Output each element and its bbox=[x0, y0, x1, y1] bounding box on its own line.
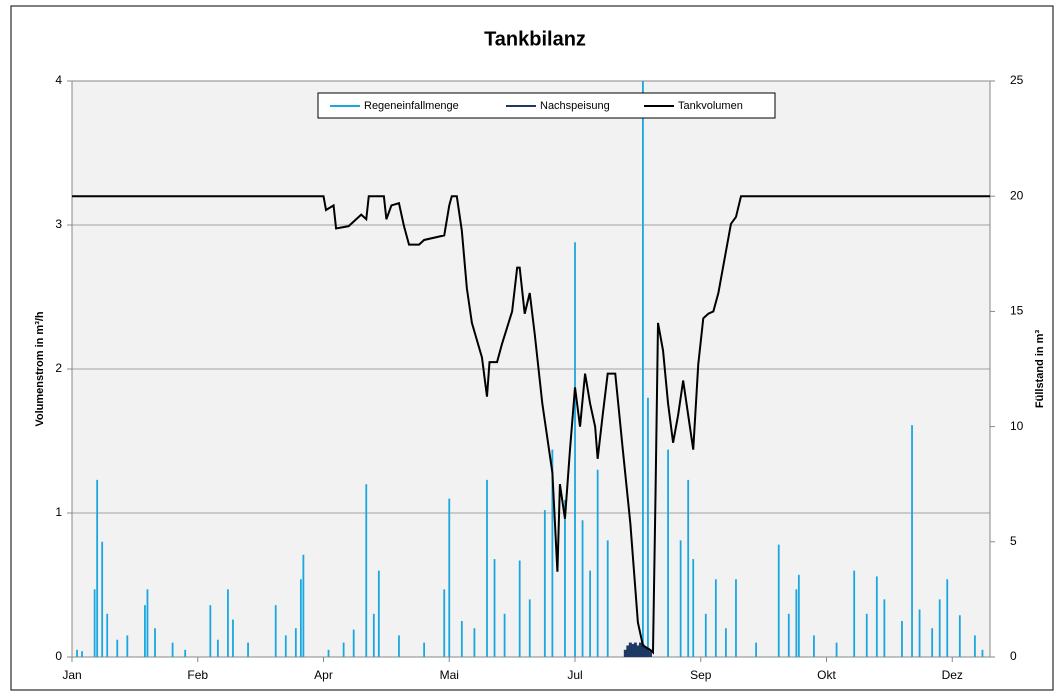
legend-label: Nachspeisung bbox=[540, 100, 610, 112]
y2-tick-label: 15 bbox=[1010, 304, 1024, 318]
y2-tick-label: 5 bbox=[1010, 534, 1017, 548]
y-tick-label: 0 bbox=[55, 649, 62, 663]
y-axis-title: Volumenstrom in m³/h bbox=[34, 311, 46, 427]
legend-label: Tankvolumen bbox=[678, 100, 743, 112]
series-line bbox=[72, 195, 990, 655]
y2-tick-label: 10 bbox=[1010, 419, 1024, 433]
y-tick-label: 2 bbox=[55, 361, 62, 375]
y2-axis-title: Füllstand in m³ bbox=[1034, 330, 1046, 409]
x-tick-label: Mai bbox=[440, 668, 459, 682]
x-tick-label: Jul bbox=[567, 668, 582, 682]
y2-tick-label: 25 bbox=[1010, 73, 1024, 87]
y-tick-label: 1 bbox=[55, 505, 62, 519]
x-tick-label: Apr bbox=[314, 668, 333, 682]
y2-tick-label: 20 bbox=[1010, 188, 1024, 202]
legend-box bbox=[317, 92, 776, 119]
y2-tick-label: 0 bbox=[1010, 649, 1017, 663]
chart-title: Tankbilanz bbox=[484, 28, 586, 50]
x-tick-label: Sep bbox=[690, 668, 712, 682]
legend-label: Regeneinfallmenge bbox=[364, 100, 459, 112]
x-tick-label: Feb bbox=[187, 668, 208, 682]
y-tick-label: 4 bbox=[55, 73, 62, 87]
x-tick-label: Dez bbox=[942, 668, 963, 682]
y-tick-label: 3 bbox=[55, 217, 62, 231]
x-tick-label: Okt bbox=[817, 668, 836, 682]
x-tick-label: Jan bbox=[62, 668, 81, 682]
